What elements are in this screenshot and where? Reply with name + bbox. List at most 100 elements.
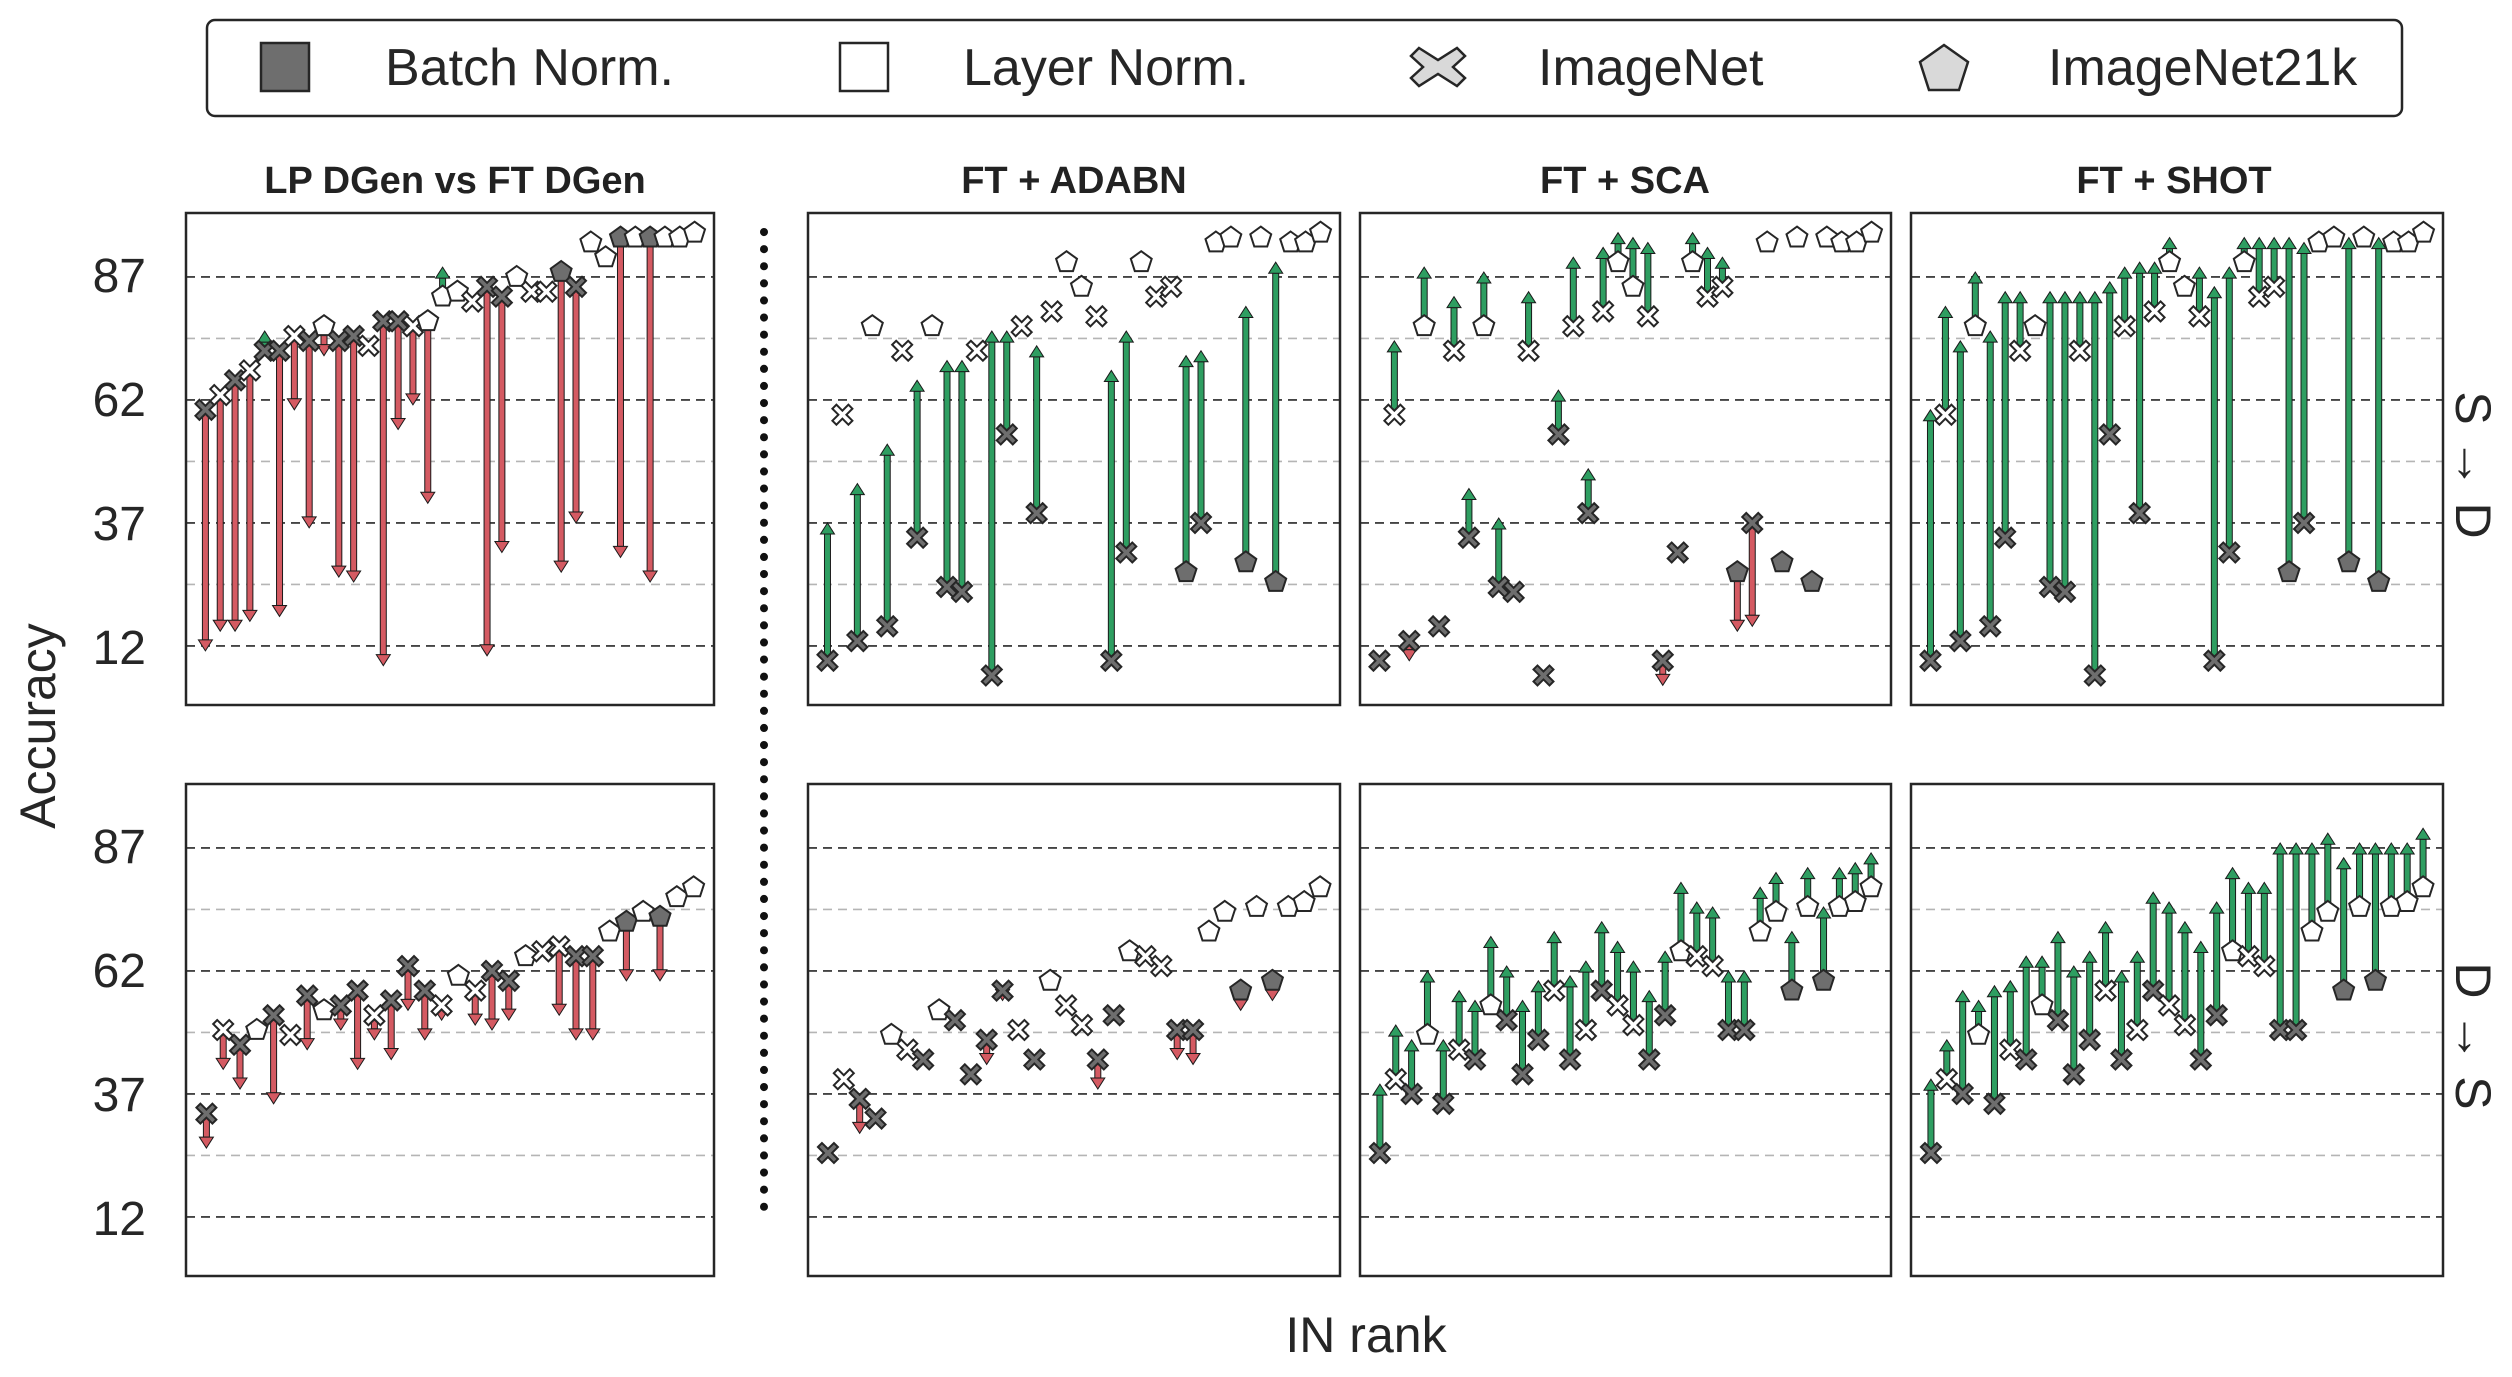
decrease-arrow [335, 340, 343, 567]
point-ln-imagenet [2157, 993, 2181, 1017]
point-bn-imagenet [497, 969, 521, 993]
increase-arrow-head [2145, 891, 2162, 904]
increase-arrow [2061, 302, 2069, 593]
point-bn-imagenet [1457, 526, 1481, 550]
point-bn-imagenet21k [2367, 569, 2391, 592]
point-bn-imagenet21k [1264, 569, 1288, 592]
increase-arrow-head [1451, 989, 1468, 1003]
increase-arrow-head [1546, 930, 1563, 944]
point-bn-imagenet [816, 649, 839, 673]
point-bn-imagenet [193, 398, 217, 422]
increase-arrow-head [849, 482, 866, 496]
increase-arrow-head [1625, 960, 1642, 973]
point-ln-imagenet [2143, 299, 2167, 323]
increase-arrow-head [1530, 979, 1547, 993]
decrease-arrow [246, 369, 254, 611]
point-ln-imagenet21k [1796, 894, 1820, 917]
point-ln-imagenet [1040, 299, 1064, 323]
increase-arrow [853, 494, 861, 642]
point-ln-imagenet21k [2030, 993, 2054, 1016]
decrease-arrow-head [375, 654, 392, 667]
point-bn-imagenet [2128, 501, 2152, 525]
increase-arrow-head [2086, 290, 2103, 304]
decrease-arrow-head [500, 1008, 517, 1022]
decrease-arrow-head [642, 570, 659, 583]
y-tick-label: 87 [93, 250, 146, 303]
point-bn-imagenet [1546, 422, 1570, 446]
point-ln-imagenet [463, 979, 487, 1003]
increase-arrow [1959, 1001, 1967, 1095]
point-bn-imagenet [1114, 541, 1138, 564]
increase-arrow [823, 533, 831, 662]
decrease-arrow-head [467, 1013, 484, 1027]
increase-arrow-head [2012, 290, 2029, 304]
increase-arrow [2133, 961, 2141, 1031]
point-bn-imagenet [194, 1102, 218, 1126]
increase-arrow [1582, 971, 1590, 1031]
point-ln-imagenet21k [505, 264, 529, 287]
decrease-arrow-head [978, 1052, 995, 1066]
point-ln-imagenet21k [1606, 249, 1630, 273]
point-bn-imagenet21k [2363, 968, 2388, 991]
point-bn-imagenet [1368, 1141, 1392, 1165]
decrease-arrow-head [1264, 988, 1281, 1002]
increase-arrow [2285, 248, 2293, 573]
point-ln-imagenet [362, 1003, 386, 1027]
increase-arrow [2054, 942, 2062, 1021]
point-bn-imagenet [1951, 1082, 1975, 1106]
legend-marker-batch-norm [259, 41, 311, 93]
decrease-arrow-head [265, 1092, 282, 1105]
row-label-d-to-s: D → S [2445, 962, 2501, 1109]
point-ln-imagenet21k [312, 313, 336, 337]
point-bn-imagenet [1558, 1048, 1582, 1071]
decrease-arrow-head [330, 565, 347, 579]
increase-arrow [2165, 912, 2173, 1006]
panel-frame [1909, 211, 2445, 707]
increase-arrow-head [819, 522, 836, 535]
point-bn-imagenet [268, 339, 291, 363]
increase-arrow [1990, 996, 1998, 1105]
point-bn-imagenet [1397, 629, 1421, 653]
increase-arrow [1941, 316, 1949, 416]
point-bn-imagenet [1978, 614, 2002, 638]
increase-arrow [2300, 253, 2308, 524]
point-ln-imagenet21k [1038, 968, 1062, 991]
decrease-arrow [483, 286, 491, 646]
decrease-arrow-head [345, 570, 362, 583]
point-ln-imagenet [1134, 944, 1157, 968]
increase-arrow-head [1752, 886, 1769, 899]
decrease-arrow-head [1744, 614, 1761, 628]
point-ln-imagenet [1007, 1018, 1030, 1042]
increase-arrow [1390, 351, 1398, 416]
point-bn-imagenet [295, 984, 319, 1007]
decrease-arrow [290, 335, 298, 400]
increase-arrow [1122, 341, 1130, 553]
increase-arrow-head [1815, 906, 1832, 919]
point-ln-imagenet [1622, 1013, 1645, 1037]
point-bn-imagenet [1532, 664, 1555, 687]
increase-arrow-head [2113, 970, 2130, 983]
point-bn-imagenet21k [549, 259, 573, 282]
point-ln-imagenet21k [1412, 313, 1436, 337]
point-ln-imagenet21k [1415, 1022, 1440, 1045]
decrease-arrow-head [479, 644, 495, 657]
point-bn-imagenet21k [1260, 968, 1285, 991]
increase-arrow-head [1475, 271, 1492, 284]
point-bn-imagenet [396, 954, 420, 978]
increase-arrow [2086, 961, 2094, 1041]
point-ln-imagenet21k [1213, 899, 1237, 922]
increase-arrow-head [1577, 960, 1594, 973]
decrease-arrow-head [332, 1018, 349, 1031]
decrease-arrow-head [227, 619, 243, 633]
point-ln-imagenet21k [513, 943, 538, 967]
increase-arrow-head [2116, 266, 2133, 279]
point-bn-imagenet [1919, 1141, 1943, 1165]
panel-title-adabn: FT + ADABN [961, 160, 1187, 202]
point-ln-imagenet [1382, 403, 1406, 427]
decrease-arrow [379, 320, 387, 656]
point-ln-imagenet [2094, 979, 2117, 1003]
point-ln-imagenet [2262, 275, 2286, 299]
point-bn-imagenet21k [1725, 559, 1749, 583]
chart-panel-1 [184, 211, 716, 707]
increase-arrow-head [2057, 290, 2073, 304]
